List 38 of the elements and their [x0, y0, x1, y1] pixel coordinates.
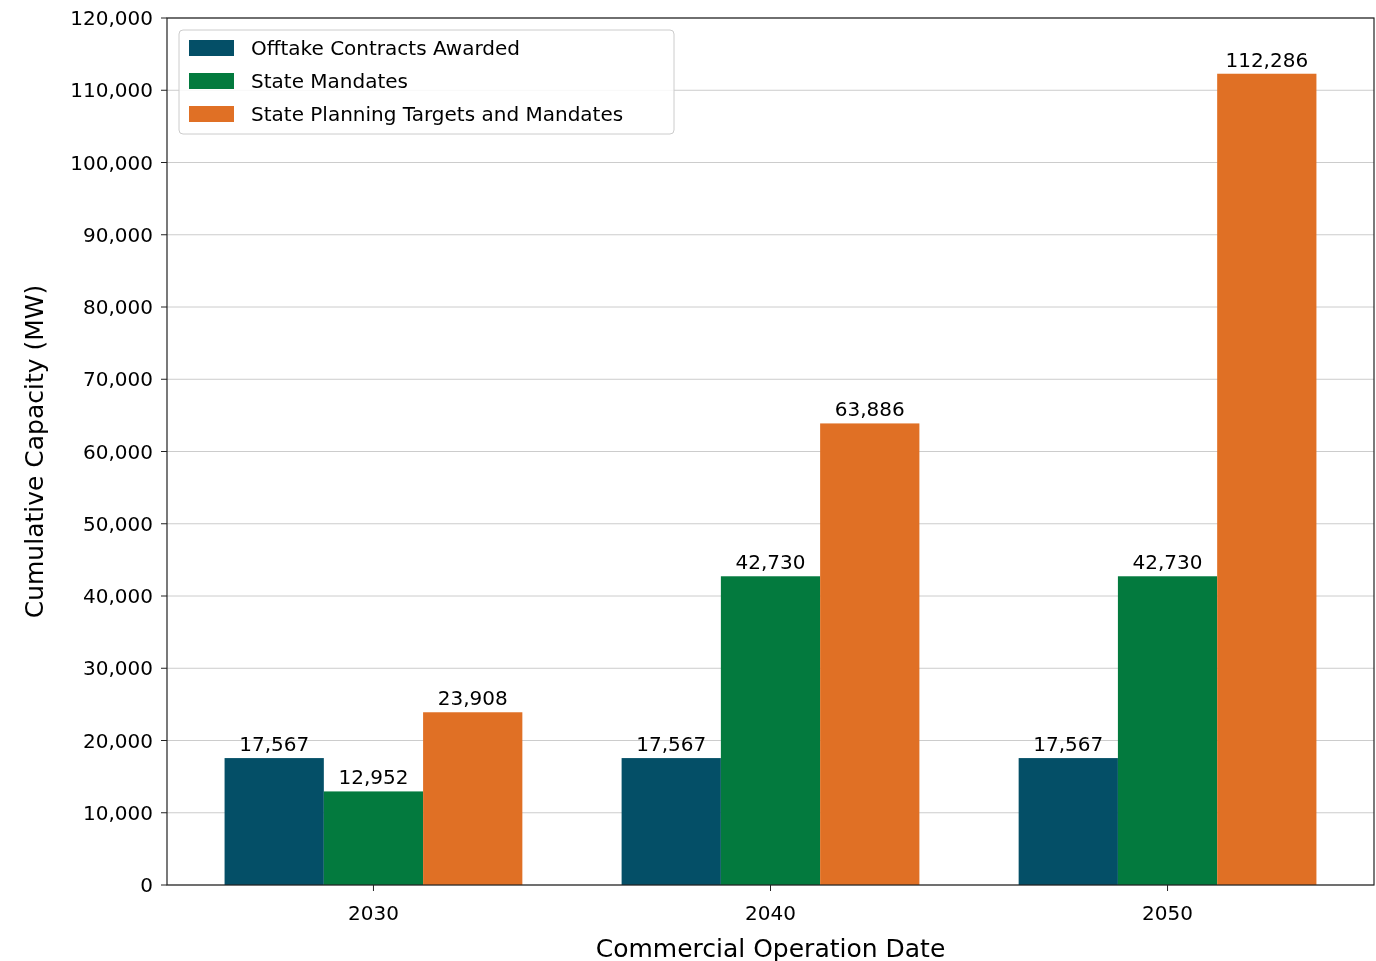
bar: [1217, 73, 1317, 885]
x-tick-label: 2030: [348, 901, 399, 925]
bar: [323, 791, 424, 885]
y-tick-label: 60,000: [83, 439, 153, 464]
x-tick-label: 2050: [1142, 901, 1193, 925]
y-tick-label: 0: [140, 873, 153, 897]
y-tick-label: 50,000: [83, 511, 153, 536]
data-label: 17,567: [636, 732, 707, 757]
data-label: 23,908: [437, 686, 508, 711]
data-label: 112,286: [1225, 47, 1309, 72]
y-tick-label: 20,000: [83, 728, 153, 753]
x-tick-label: 2040: [745, 901, 796, 925]
data-label: 63,886: [834, 397, 905, 422]
bar: [720, 576, 821, 885]
y-tick-label: 30,000: [83, 656, 153, 681]
y-tick-label: 40,000: [83, 584, 153, 608]
y-tick-label: 10,000: [83, 800, 153, 825]
data-label: 17,567: [239, 732, 310, 757]
y-tick-label: 80,000: [83, 295, 153, 319]
bar: [820, 423, 920, 885]
data-label: 12,952: [338, 765, 409, 790]
bar: [423, 712, 523, 885]
bar: [621, 758, 721, 885]
bar: [1018, 758, 1118, 885]
y-tick-label: 120,000: [70, 6, 153, 30]
legend-label: State Mandates: [251, 69, 409, 93]
bar: [224, 758, 324, 885]
y-tick-label: 70,000: [83, 367, 153, 392]
data-label: 17,567: [1033, 732, 1104, 757]
legend-label: State Planning Targets and Mandates: [251, 102, 624, 126]
y-axis-title: Cumulative Capacity (MW): [20, 284, 49, 619]
y-tick-label: 90,000: [83, 222, 153, 247]
y-tick-label: 110,000: [70, 78, 153, 103]
bar: [1117, 576, 1218, 885]
legend-label: Offtake Contracts Awarded: [251, 36, 521, 60]
y-tick-label: 100,000: [70, 150, 153, 175]
data-label: 42,730: [1132, 550, 1203, 575]
data-label: 42,730: [735, 550, 806, 575]
